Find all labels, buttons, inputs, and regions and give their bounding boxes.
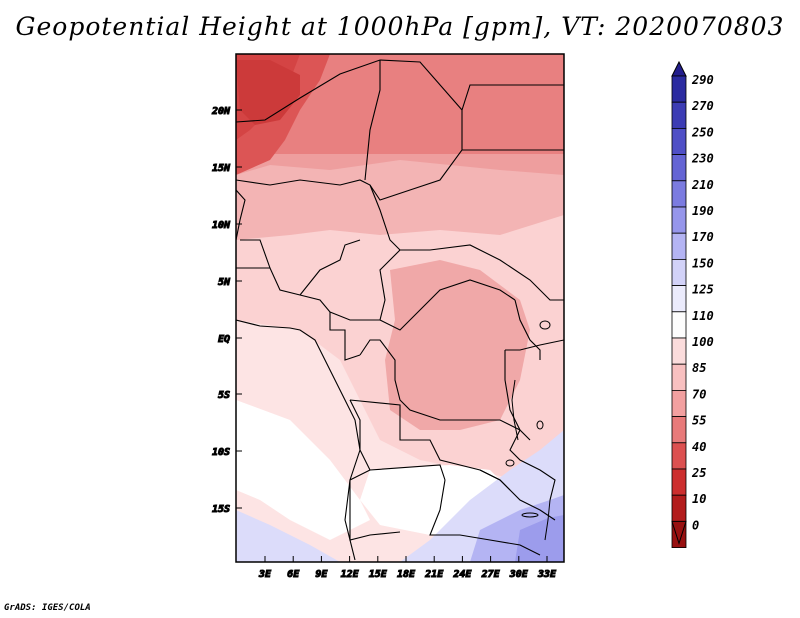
country-borders <box>236 59 564 561</box>
lon-label: 27E <box>481 569 501 580</box>
colorbar-segment <box>671 363 687 391</box>
colorbar-segment <box>671 258 687 286</box>
colorbar: 2902702502302101901701501251101008570554… <box>671 60 714 549</box>
lon-label: 9E <box>315 569 328 580</box>
colorbar-label: 230 <box>691 152 714 166</box>
lon-label: 24E <box>452 569 472 580</box>
colorbar-segment <box>671 232 687 260</box>
colorbar-label: 170 <box>692 230 714 244</box>
lat-label: 15S <box>212 504 230 515</box>
map-title: Geopotential Height at 1000hPa [gpm], VT… <box>15 12 785 41</box>
colorbar-segment <box>671 468 687 496</box>
lat-label: 10N <box>212 220 231 231</box>
colorbar-label: 10 <box>692 492 706 506</box>
colorbar-segment <box>671 180 687 208</box>
colorbar-segment <box>671 442 687 470</box>
lat-label: 10S <box>212 447 230 458</box>
lon-label: 33E <box>537 569 557 580</box>
colorbar-label: 40 <box>692 440 706 454</box>
lon-label: 18E <box>397 569 416 580</box>
colorbar-label: 70 <box>692 387 706 401</box>
colorbar-label: 250 <box>691 125 714 139</box>
lon-label: 30E <box>509 569 529 580</box>
lon-label: 21E <box>424 569 444 580</box>
colorbar-label: 190 <box>692 204 714 218</box>
lat-label: EQ <box>218 334 230 345</box>
colorbar-segment <box>671 127 687 155</box>
lat-label: 15N <box>212 163 231 174</box>
colorbar-label: 110 <box>692 309 714 323</box>
lakes <box>505 320 551 541</box>
colorbar-label: 125 <box>692 283 714 297</box>
lon-axis: 3E 6E 9E 12E 15E 18E 21E 24E 27E 30E 33E <box>257 556 558 581</box>
height-field <box>236 54 564 562</box>
lon-label: 6E <box>287 569 300 580</box>
lat-label: 5N <box>218 277 231 288</box>
colorbar-segment <box>671 389 687 417</box>
map-frame <box>235 53 565 563</box>
colorbar-label: 85 <box>692 361 706 375</box>
colorbar-top-arrow <box>671 60 687 77</box>
lon-label: 3E <box>258 569 272 580</box>
grads-credit: GrADS: IGES/COLA <box>4 603 91 613</box>
colorbar-label: 0 <box>692 518 699 532</box>
colorbar-label: 210 <box>691 178 714 192</box>
colorbar-label: 55 <box>692 414 706 428</box>
lon-label: 12E <box>341 569 360 580</box>
colorbar-segment <box>671 101 687 129</box>
colorbar-segment <box>671 337 687 365</box>
lat-axis: 20N 15N 10N 5N EQ 5S 10S 15S <box>210 106 242 516</box>
lat-label: 5S <box>218 390 230 401</box>
colorbar-label: 150 <box>692 256 714 270</box>
colorbar-segment <box>671 206 687 234</box>
colorbar-label: 25 <box>691 466 706 480</box>
colorbar-label: 290 <box>691 73 714 87</box>
colorbar-segment <box>671 154 687 182</box>
colorbar-segment <box>671 311 687 339</box>
colorbar-segment <box>671 75 687 103</box>
lon-label: 15E <box>369 569 388 580</box>
colorbar-label: 270 <box>691 99 714 113</box>
colorbar-segment <box>671 494 687 522</box>
colorbar-label: 100 <box>692 335 714 349</box>
lat-label: 20N <box>211 106 231 117</box>
colorbar-bottom-arrow <box>671 520 687 546</box>
colorbar-segment <box>671 416 687 444</box>
colorbar-segment <box>671 285 687 313</box>
